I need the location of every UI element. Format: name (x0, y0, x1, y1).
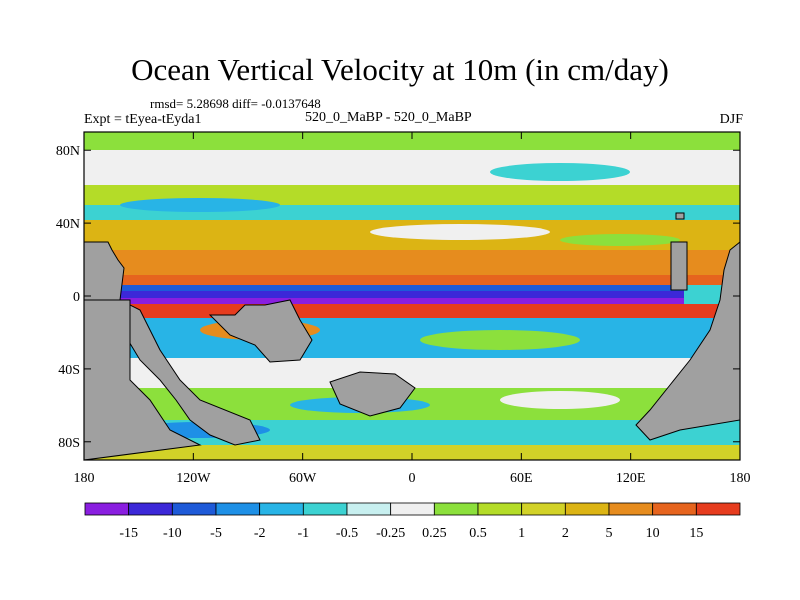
colorbar-label: -0.25 (376, 526, 405, 541)
lon-axis: 180 120W 60W 0 60E 120E 180 (74, 132, 751, 486)
lat-tick-label: 40S (58, 363, 80, 378)
colorbar-swatch (433, 502, 479, 516)
colorbar: -15 -10 -5 -2 -1 -0.5 -0.25 0.25 0.5 1 2 5 10 15 (84, 502, 741, 541)
colorbar-label: 0.5 (469, 526, 487, 541)
land-west-south (83, 299, 202, 461)
colorbar-swatch (390, 502, 435, 516)
colorbar-label: -2 (254, 526, 266, 541)
lat-tick-label: 80N (56, 144, 80, 159)
equator-band-3 (84, 298, 684, 304)
colorbar-swatch (215, 502, 261, 516)
colorbar-swatch (477, 502, 523, 516)
land-strip (670, 241, 688, 291)
lat-tick-label: 80S (58, 436, 80, 451)
lon-tick-label: 180 (74, 471, 95, 486)
land-masses (83, 212, 741, 461)
land-east (635, 240, 741, 441)
colorbar-label: 15 (689, 526, 703, 541)
south-band-2 (84, 358, 740, 388)
colorbar-label: 10 (646, 526, 660, 541)
land-west (83, 241, 261, 446)
antarctic-band (84, 445, 740, 460)
colorbar-swatch (652, 502, 697, 516)
plot-title: Ocean Vertical Velocity at 10m (in cm/da… (131, 52, 669, 87)
colorbar-label: 5 (606, 526, 613, 541)
arctic-band (84, 132, 740, 150)
equator-band-1 (84, 285, 684, 291)
lon-tick-label: 60E (510, 471, 533, 486)
lon-tick-label: 0 (409, 471, 416, 486)
tropic-band-n (84, 275, 740, 285)
land-small (675, 212, 685, 220)
colorbar-swatch (128, 502, 173, 516)
lon-tick-label: 180 (730, 471, 751, 486)
lat-tick-label: 40N (56, 217, 80, 232)
map-panel (83, 132, 741, 461)
colorbar-label: -1 (297, 526, 309, 541)
colorbar-label: -5 (210, 526, 222, 541)
season-label: DJF (719, 112, 743, 127)
colorbar-swatch (171, 502, 217, 516)
north-band-5 (84, 250, 740, 275)
colorbar-swatch (564, 502, 610, 516)
colorbar-swatch (84, 502, 130, 516)
colorbar-swatch (608, 502, 654, 516)
equator-band-2 (84, 291, 684, 298)
experiment-label: Expt = tEyea-tEyda1 (84, 112, 202, 127)
land-island (329, 371, 416, 417)
equator-band-4 (84, 304, 740, 318)
colorbar-swatch (302, 502, 348, 516)
colorbar-label: -10 (163, 526, 182, 541)
colorbar-swatch (521, 502, 566, 516)
colorbar-label: -0.5 (336, 526, 358, 541)
lat-tick-label: 0 (73, 290, 80, 305)
lat-axis: 80N 40N 0 40S 80S (56, 144, 740, 451)
lon-tick-label: 120E (616, 471, 646, 486)
colorbar-label: 2 (562, 526, 569, 541)
colorbar-swatch (346, 502, 392, 516)
colorbar-swatch (259, 502, 304, 516)
land-mid (208, 299, 313, 363)
stats-label: rmsd= 5.28698 diff= -0.0137648 (150, 96, 321, 111)
colorbar-label: -15 (119, 526, 138, 541)
colorbar-label: 0.25 (422, 526, 447, 541)
colorbar-swatch (695, 502, 741, 516)
lon-tick-label: 60W (289, 471, 317, 486)
colorbar-label: 1 (518, 526, 525, 541)
lon-tick-label: 120W (176, 471, 211, 486)
case-label: 520_0_MaBP - 520_0_MaBP (305, 110, 472, 125)
south-band-1 (84, 318, 740, 358)
